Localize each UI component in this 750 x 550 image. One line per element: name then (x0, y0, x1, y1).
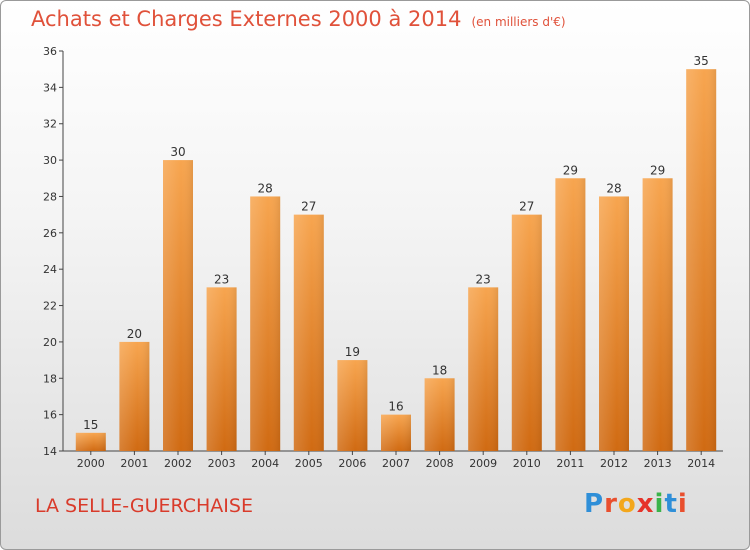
bars: 15 20 30 23 28 27 19 16 18 23 27 29 28 29 35 (75, 54, 717, 452)
y-tick-label: 28 (43, 190, 57, 203)
y-tick-label: 32 (43, 118, 57, 131)
value-label-2009: 23 (476, 272, 491, 286)
bar-shade-2011 (555, 178, 586, 452)
bar-shade-2003 (206, 287, 237, 451)
bar-shade-2005 (293, 214, 324, 451)
logo-letter: t (664, 489, 678, 519)
x-tick-label-2000: 2000 (77, 457, 105, 470)
y-tick-label: 34 (43, 81, 57, 94)
chart-subtitle: (en milliers d'€) (471, 15, 566, 29)
bar-shade-2008 (424, 378, 455, 451)
x-tick-label-2009: 2009 (469, 457, 497, 470)
x-tick-label-2014: 2014 (687, 457, 715, 470)
logo-letter: r (604, 489, 618, 519)
value-label-2001: 20 (127, 327, 142, 341)
chart-title-text: Achats et Charges Externes 2000 à 2014 (31, 7, 462, 31)
y-tick-label: 14 (43, 445, 57, 458)
value-label-2008: 18 (432, 363, 447, 377)
y-tick-label: 24 (43, 263, 57, 276)
bar-shade-2000 (75, 432, 106, 451)
value-label-2005: 27 (301, 200, 316, 214)
commune-name: LA SELLE-GUERCHAISE (35, 495, 253, 517)
logo-letter: x (636, 489, 655, 519)
proxiti-logo: Proxiti (584, 489, 688, 519)
x-tick-label-2006: 2006 (338, 457, 366, 470)
bar-shade-2002 (163, 160, 193, 451)
x-tick-label-2012: 2012 (600, 457, 628, 470)
value-label-2014: 35 (694, 54, 709, 68)
x-tick-label-2002: 2002 (164, 457, 192, 470)
value-label-2011: 29 (563, 163, 578, 177)
value-label-2006: 19 (345, 345, 360, 359)
axes: 14 16 18 20 22 24 26 28 30 32 34 36 2000 2001 2002 2003… (43, 45, 723, 470)
y-tick-label: 18 (43, 372, 57, 385)
value-label-2002: 30 (170, 145, 185, 159)
y-tick-label: 30 (43, 154, 57, 167)
value-label-2003: 23 (214, 272, 229, 286)
x-tick-label-2003: 2003 (208, 457, 236, 470)
logo-letter: P (584, 489, 605, 519)
bar-shade-2001 (119, 341, 150, 451)
value-label-2004: 28 (258, 181, 273, 195)
bar-shade-2006 (337, 360, 368, 451)
x-tick-label-2004: 2004 (251, 457, 279, 470)
x-tick-label-2005: 2005 (295, 457, 323, 470)
bar-shade-2014 (686, 69, 717, 451)
logo-letter: i (677, 489, 688, 519)
bar-shade-2010 (511, 214, 542, 451)
x-tick-label-2001: 2001 (120, 457, 148, 470)
logo-letter: o (617, 489, 637, 519)
value-label-2010: 27 (519, 200, 534, 214)
value-label-2007: 16 (388, 400, 403, 414)
x-tick-label-2013: 2013 (644, 457, 672, 470)
value-label-2013: 29 (650, 163, 665, 177)
x-tick-label-2008: 2008 (426, 457, 454, 470)
bar-shade-2013 (642, 178, 673, 452)
bar-shade-2012 (599, 196, 629, 451)
y-tick-label: 20 (43, 336, 57, 349)
y-tick-label: 26 (43, 227, 57, 240)
chart-title: Achats et Charges Externes 2000 à 2014 (e… (31, 7, 566, 31)
y-tick-label: 22 (43, 300, 57, 313)
y-tick-label: 36 (43, 45, 57, 58)
bar-shade-2004 (250, 196, 281, 451)
logo-letter: i (654, 489, 665, 519)
x-tick-label-2010: 2010 (513, 457, 541, 470)
value-label-2000: 15 (83, 418, 98, 432)
bar-shade-2007 (381, 414, 411, 451)
x-tick-label-2007: 2007 (382, 457, 410, 470)
x-tick-label-2011: 2011 (556, 457, 584, 470)
bar-shade-2009 (468, 287, 499, 451)
y-tick-label: 16 (43, 409, 57, 422)
value-label-2012: 28 (606, 181, 621, 195)
